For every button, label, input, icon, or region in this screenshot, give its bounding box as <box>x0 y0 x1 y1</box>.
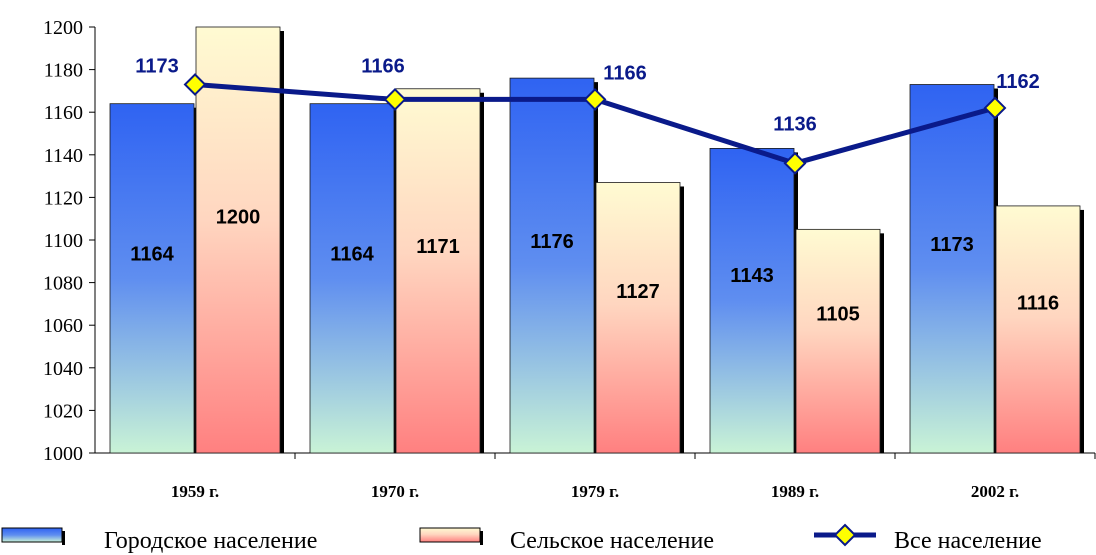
legend-rural-swatch <box>419 527 481 543</box>
rural-bar <box>395 88 481 454</box>
axes: 1000 1020 1040 1060 1080 1100 1120 1140 1160 1180… <box>43 17 1096 501</box>
x-category-label: 2002 г. <box>971 482 1019 501</box>
urban-value-label: 1164 <box>130 243 174 265</box>
total-population-line <box>183 73 1007 175</box>
urban-bar <box>109 103 195 454</box>
x-category-label: 1970 г. <box>371 482 419 501</box>
y-tick-label: 1160 <box>44 102 83 124</box>
total-line-marker <box>583 88 607 111</box>
urban-value-label: 1173 <box>930 234 973 256</box>
legend-total-marker <box>833 523 857 547</box>
legend-total-label: Все население <box>894 528 1042 554</box>
total-line-marker <box>783 151 807 175</box>
urban-bar <box>309 103 395 454</box>
total-value-label: 1166 <box>361 55 404 77</box>
rural-bar <box>595 182 681 454</box>
y-tick-label: 1180 <box>44 60 83 82</box>
rural-bar <box>795 228 881 454</box>
urban-bar <box>909 84 995 454</box>
rural-value-label: 1200 <box>216 207 261 229</box>
urban-value-label: 1176 <box>530 231 573 253</box>
bars <box>109 26 1084 454</box>
x-category-label: 1959 г. <box>171 482 219 501</box>
rural-value-label: 1105 <box>816 304 859 326</box>
urban-bar <box>509 77 595 454</box>
legend-urban-swatch-shadow <box>62 531 65 545</box>
legend: Городское население Сельское население Все… <box>1 523 1042 554</box>
rural-value-label: 1127 <box>616 281 659 303</box>
y-tick-label: 1080 <box>43 273 83 295</box>
total-value-label: 1166 <box>603 62 646 84</box>
legend-rural-swatch-shadow <box>480 531 483 545</box>
rural-value-label: 1116 <box>1017 292 1059 314</box>
urban-value-label: 1164 <box>330 243 374 265</box>
total-value-label: 1162 <box>996 71 1039 93</box>
total-value-label: 1173 <box>135 56 178 78</box>
y-tick-label: 1060 <box>43 315 83 337</box>
urban-bar <box>709 148 795 454</box>
x-category-label: 1979 г. <box>571 482 619 501</box>
rural-value-label: 1171 <box>416 236 459 258</box>
y-tick-label: 1100 <box>44 230 83 252</box>
rural-bar <box>995 205 1081 454</box>
data-labels: 1164 1200 1164 1171 1176 1127 1143 1105 1173 1116… <box>130 55 1059 325</box>
total-line-marker <box>383 88 407 111</box>
total-line-marker <box>983 96 1007 120</box>
y-tick-label: 1120 <box>44 187 83 209</box>
total-line-marker <box>183 73 207 96</box>
x-category-label: 1989 г. <box>771 482 819 501</box>
legend-rural-label: Сельское население <box>510 528 714 554</box>
total-value-label: 1136 <box>773 113 816 135</box>
legend-urban-label: Городское население <box>104 528 317 554</box>
y-tick-label: 1200 <box>43 17 83 39</box>
y-tick-label: 1020 <box>43 400 83 422</box>
rural-bar <box>195 26 281 454</box>
urban-value-label: 1143 <box>730 265 773 287</box>
y-tick-label: 1000 <box>43 443 83 465</box>
y-tick-label: 1140 <box>44 145 83 167</box>
y-tick-label: 1040 <box>43 358 83 380</box>
legend-urban-swatch <box>1 527 63 543</box>
